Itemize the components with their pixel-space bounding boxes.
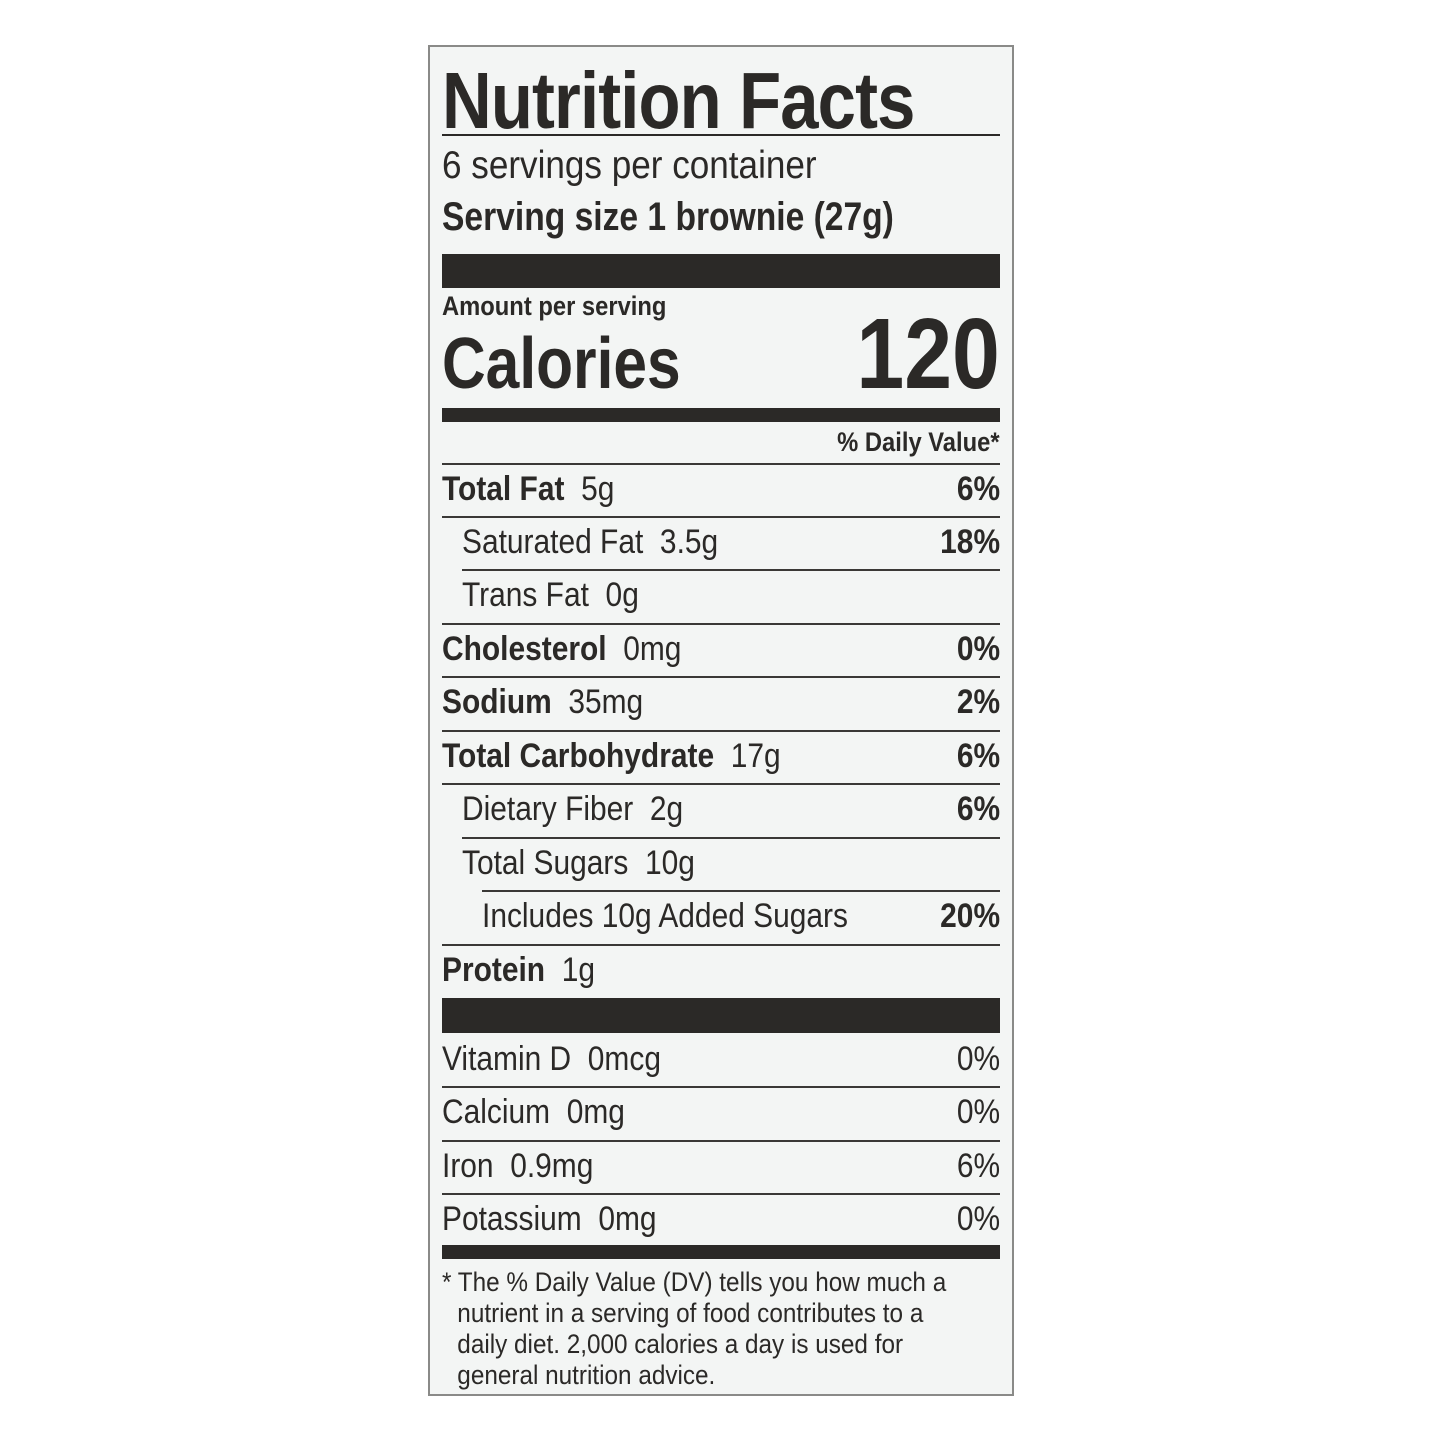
servings-per-container: 6 servings per container <box>442 144 817 187</box>
daily-value: 0% <box>956 1093 1000 1131</box>
daily-value: 0% <box>956 630 1000 668</box>
thick-divider <box>442 998 1000 1033</box>
nutrient-row: Total Fat 5g 6% <box>442 463 1000 516</box>
medium-divider <box>442 408 1000 422</box>
vitamin-row: Iron 0.9mg 6% <box>442 1140 1000 1193</box>
footnote: * The % Daily Value (DV) tells you how m… <box>442 1267 947 1390</box>
thick-divider <box>442 254 1000 288</box>
vitamin-row: Potassium 0mg 0% <box>442 1193 1000 1246</box>
daily-value-header: % Daily Value* <box>837 427 1000 457</box>
daily-value: 20% <box>940 897 1000 935</box>
daily-value: 18% <box>940 523 1000 561</box>
nutrient-row: Protein 1g <box>442 944 1000 997</box>
divider <box>442 134 1000 136</box>
daily-value: 0% <box>956 1040 1000 1078</box>
vitamin-row: Vitamin D 0mcg 0% <box>442 1040 1000 1078</box>
medium-divider <box>442 1245 1000 1259</box>
label-title: Nutrition Facts <box>442 56 915 145</box>
calories-label: Calories <box>442 324 681 404</box>
nutrient-row: Saturated Fat 3.5g 18% <box>442 516 1000 569</box>
daily-value: 0% <box>956 1200 1000 1238</box>
daily-value: 2% <box>956 683 1000 721</box>
daily-value: 6% <box>956 1147 1000 1185</box>
nutrient-row: Sodium 35mg 2% <box>442 676 1000 729</box>
nutrient-row: Cholesterol 0mg 0% <box>442 623 1000 676</box>
nutrient-row: Total Sugars 10g <box>442 837 1000 890</box>
daily-value: 6% <box>956 790 1000 828</box>
nutrient-row: Trans Fat 0g <box>442 569 1000 622</box>
calories-value: 120 <box>856 298 1000 410</box>
amount-per-serving: Amount per serving <box>442 291 667 321</box>
daily-value: 6% <box>956 470 1000 508</box>
nutrient-row: Dietary Fiber 2g 6% <box>442 783 1000 836</box>
nutrient-row: Includes 10g Added Sugars 20% <box>442 890 1000 943</box>
vitamin-row: Calcium 0mg 0% <box>442 1086 1000 1139</box>
nutrient-row: Total Carbohydrate 17g 6% <box>442 730 1000 783</box>
nutrition-facts-label: Nutrition Facts 6 servings per container… <box>428 45 1014 1396</box>
serving-size: Serving size 1 brownie (27g) <box>442 195 894 239</box>
daily-value: 6% <box>956 737 1000 775</box>
